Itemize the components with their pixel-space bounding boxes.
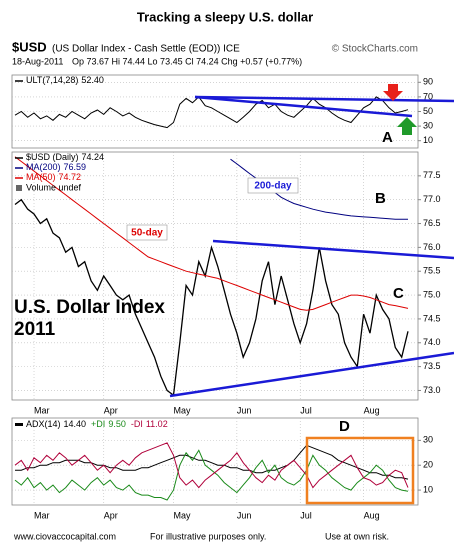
legend-value: 9.50 <box>108 419 126 429</box>
annotation: 50-day <box>131 228 163 239</box>
y-tick-label: 10 <box>423 484 433 494</box>
legend-swatch <box>15 423 23 426</box>
x-tick-label: Aug <box>364 510 380 520</box>
y-tick-label: 76.5 <box>423 218 441 228</box>
legend-value: 74.72 <box>59 172 82 182</box>
x-tick-label: Apr <box>104 510 118 520</box>
trend-line <box>194 95 413 118</box>
page-title: Tracking a sleepy U.S. dollar <box>137 9 313 24</box>
source: © StockCharts.com <box>332 44 418 55</box>
legend-value: 52.40 <box>81 75 104 85</box>
y-tick-label: 76.0 <box>423 242 441 252</box>
annotation: C <box>393 285 404 302</box>
y-tick-label: 75.0 <box>423 289 441 299</box>
y-tick-label: 30 <box>423 435 433 445</box>
series-line <box>14 156 409 311</box>
trend-line <box>212 239 454 260</box>
annotation: D <box>339 418 350 435</box>
y-tick-label: 90 <box>423 77 433 87</box>
x-tick-label: Mar <box>34 405 50 415</box>
x-tick-label: Mar <box>34 510 50 520</box>
description: (US Dollar Index - Cash Settle (EOD)) IC… <box>52 44 240 55</box>
legend-swatch <box>16 185 22 191</box>
footer: Use at own risk. <box>325 531 389 541</box>
y-tick-label: 73.5 <box>423 361 441 371</box>
y-tick-label: 20 <box>423 460 433 470</box>
footer: For illustrative purposes only. <box>150 531 266 541</box>
annotations: A B C D 200-day 50-day U.S. Dollar Index… <box>14 84 454 505</box>
x-tick-label: Jun <box>237 405 252 415</box>
series-line <box>14 96 409 129</box>
legend: MA(50) 74.72 <box>26 172 81 182</box>
annotation: U.S. Dollar Index <box>14 297 165 318</box>
y-tick-label: 74.0 <box>423 337 441 347</box>
series-line <box>14 442 409 489</box>
y-tick-label: 70 <box>423 91 433 101</box>
y-tick-label: 10 <box>423 135 433 145</box>
legend-name: -DI <box>131 419 143 429</box>
legend-name: MA(200) <box>26 162 61 172</box>
series-line <box>15 444 409 480</box>
annotation: A <box>382 129 393 146</box>
down-arrow <box>383 84 403 101</box>
y-tick-label: 30 <box>423 120 433 130</box>
legend-name: +DI <box>91 419 105 429</box>
quote: Op 73.67 Hi 74.44 Lo 73.45 Cl 74.24 Chg … <box>72 56 302 66</box>
legend: Volume undef <box>26 182 82 192</box>
annotation: 2011 <box>14 319 56 340</box>
x-tick-label: Jul <box>300 510 312 520</box>
y-tick-label: 75.5 <box>423 266 441 276</box>
x-tick-label: Aug <box>364 405 380 415</box>
highlight-box <box>305 436 415 505</box>
x-tick-label: Jul <box>300 405 312 415</box>
x-tick-label: Jun <box>237 510 252 520</box>
legend: MA(200) 76.59 <box>26 162 86 172</box>
x-tick-label: Apr <box>104 405 118 415</box>
up-arrow <box>397 117 417 135</box>
legend-value: 14.40 <box>64 419 87 429</box>
label-box <box>247 177 299 194</box>
legend: $USD (Daily) 74.24 <box>26 152 104 162</box>
legend-value: 11.02 <box>146 419 168 429</box>
series-line <box>14 449 409 501</box>
label-box <box>126 224 168 241</box>
legend-value: 76.59 <box>64 162 87 172</box>
legend-name: ULT(7,14,28) <box>26 75 78 85</box>
symbol: $USD <box>12 39 47 54</box>
legend-name: $USD (Daily) <box>26 152 79 162</box>
x-tick-label: May <box>173 405 191 415</box>
legend: ADX(14) 14.40 +DI 9.50 -DI 11.02 <box>26 419 168 429</box>
series-line <box>14 198 409 397</box>
trend-line <box>169 351 454 398</box>
footer: www.ciovaccocapital.com <box>13 531 116 541</box>
y-tick-label: 77.5 <box>423 170 441 180</box>
quote-date: 18-Aug-2011 <box>12 56 63 66</box>
annotation: 200-day <box>254 181 292 192</box>
y-tick-label: 73.0 <box>423 385 441 395</box>
y-tick-label: 74.5 <box>423 313 441 323</box>
panel <box>11 151 419 401</box>
panel <box>11 417 419 506</box>
legend-name: ADX(14) <box>26 419 61 429</box>
trend-line <box>194 95 454 103</box>
legend-name: MA(50) <box>26 172 56 182</box>
legend: ULT(7,14,28) 52.40 <box>26 75 104 85</box>
legend-value: 74.24 <box>82 152 105 162</box>
annotation: B <box>375 190 386 207</box>
y-tick-label: 77.0 <box>423 194 441 204</box>
x-tick-label: May <box>173 510 191 520</box>
y-tick-label: 50 <box>423 106 433 116</box>
